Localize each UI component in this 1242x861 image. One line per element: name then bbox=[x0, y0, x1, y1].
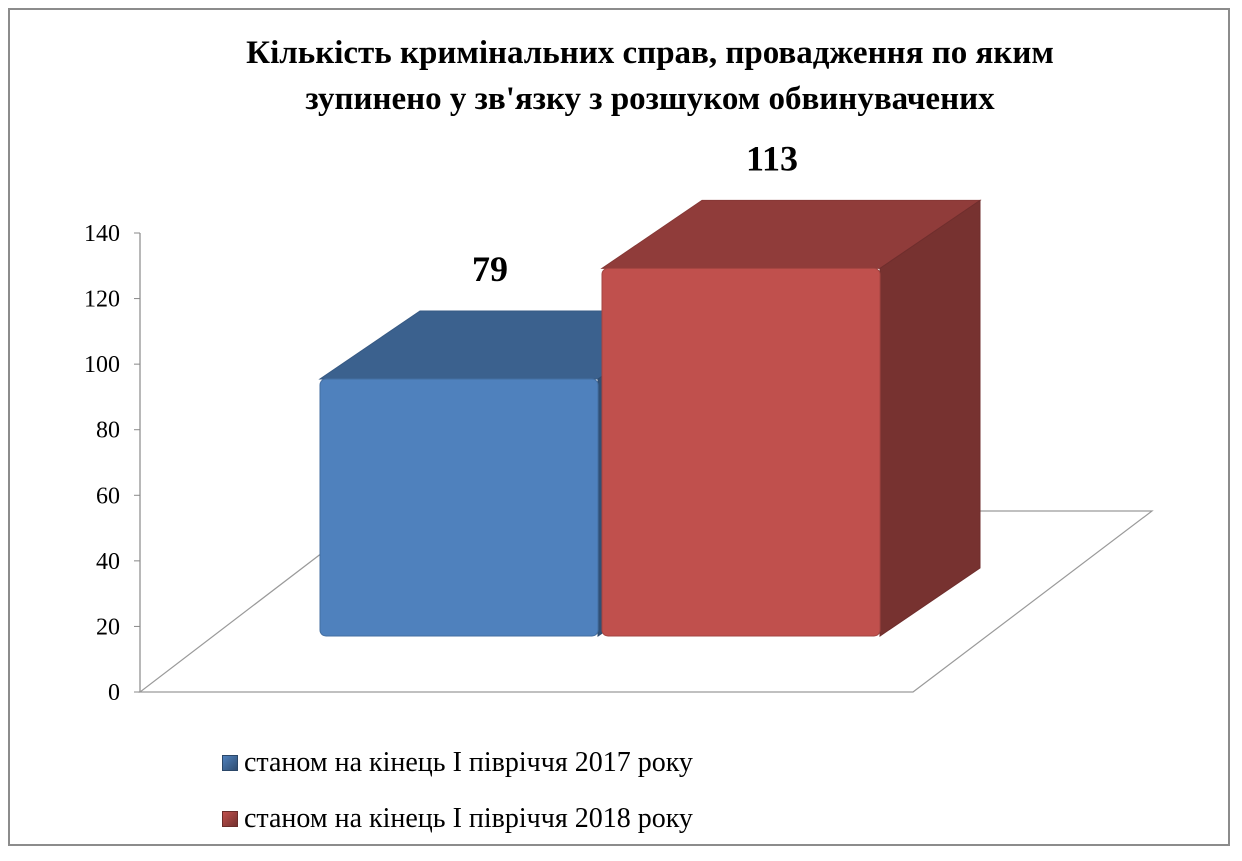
y-tick-label-80: 80 bbox=[96, 418, 120, 444]
legend-item-2017: станом на кінець І півріччя 2017 року bbox=[222, 735, 693, 791]
chart-floor bbox=[138, 510, 1154, 693]
legend: станом на кінець І півріччя 2017 року ст… bbox=[222, 735, 693, 847]
data-label-2017: 79 bbox=[472, 249, 508, 289]
bar-front-face-0 bbox=[319, 378, 599, 637]
data-label-2018: 113 bbox=[746, 138, 798, 178]
legend-label-2018: станом на кінець І півріччя 2018 року bbox=[244, 803, 693, 834]
legend-item-2018: станом на кінець І півріччя 2018 року bbox=[222, 791, 693, 847]
y-tick-label-20: 20 bbox=[96, 614, 120, 640]
bar-layer bbox=[318, 199, 982, 637]
chart-title: Кількість кримінальних справ, провадженн… bbox=[200, 30, 1100, 122]
y-tick-label-120: 120 bbox=[84, 287, 120, 313]
chart-title-line-2: зупинено у зв'язку з розшуком обвинуваче… bbox=[305, 81, 995, 117]
y-tick-label-0: 0 bbox=[108, 680, 120, 706]
y-tick-label-140: 140 bbox=[84, 221, 120, 247]
bar-2018 bbox=[600, 199, 982, 637]
chart-title-line-1: Кількість кримінальних справ, провадженн… bbox=[246, 35, 1054, 71]
legend-swatch-2017 bbox=[222, 755, 238, 771]
legend-swatch-2018 bbox=[222, 811, 238, 827]
axis-layer: 0 20 40 60 80 100 120 140 bbox=[84, 221, 1154, 706]
y-tick-label-40: 40 bbox=[96, 549, 120, 575]
bar-side-face-1 bbox=[879, 199, 981, 637]
y-tick-label-60: 60 bbox=[96, 483, 120, 509]
bar-front-face-1 bbox=[601, 267, 881, 637]
y-tick-label-100: 100 bbox=[84, 352, 120, 378]
legend-label-2017: станом на кінець І півріччя 2017 року bbox=[244, 747, 693, 778]
data-label-layer: 79 113 bbox=[472, 138, 798, 289]
